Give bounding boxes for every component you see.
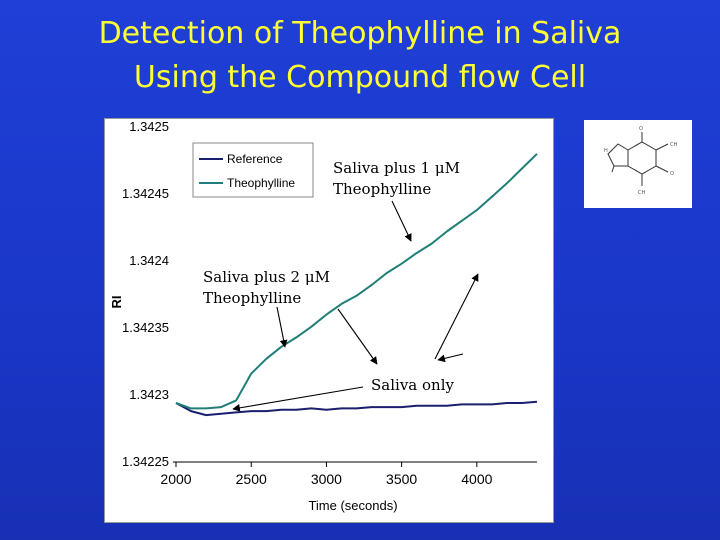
series-line-reference [175, 400, 538, 417]
x-axis-label: Time (seconds) [308, 498, 397, 513]
arrow-2uM-b [337, 308, 378, 365]
arrow-2uM-a [276, 306, 288, 348]
arrow-saliva-to-ref [232, 386, 364, 412]
y-tick-label: 1.34225 [122, 454, 169, 469]
arrow-saliva-main [434, 273, 479, 360]
annotation-2uM-line2: Theophylline [203, 289, 301, 307]
x-tick-label: 2000 [160, 471, 191, 487]
legend: Reference Theophylline [192, 142, 314, 198]
y-tick-label: 1.34245 [122, 186, 169, 201]
y-tick-label: 1.3424 [129, 253, 169, 268]
slide-title: Detection of Theophylline in Saliva Usin… [0, 12, 720, 100]
y-tick-label: 1.34235 [122, 320, 169, 335]
x-tick-label: 4000 [461, 471, 492, 487]
annotations: Saliva plus 1 μM Theophylline Saliva plu… [203, 159, 460, 394]
theophylline-structure-icon: O CH O CH H [604, 126, 677, 196]
y-tick-label: 1.3425 [129, 119, 169, 134]
legend-label-reference: Reference [227, 152, 283, 166]
y-axis-label: RI [109, 296, 124, 309]
molecule-structure-box: O CH O CH H [584, 120, 692, 208]
series-line-theophylline [175, 153, 538, 410]
annotation-saliva-only: Saliva only [371, 376, 454, 394]
legend-box [192, 142, 314, 198]
slide-title-line1: Detection of Theophylline in Saliva [98, 16, 622, 51]
y-tick-label: 1.3423 [129, 387, 169, 402]
svg-text:O: O [670, 171, 674, 177]
svg-text:CH: CH [638, 190, 645, 196]
svg-text:CH: CH [670, 142, 677, 148]
x-tick-label: 3000 [311, 471, 342, 487]
annotation-arrows [232, 200, 479, 412]
annotation-1uM-line1: Saliva plus 1 μM [333, 159, 460, 177]
x-tick-label: 2500 [236, 471, 267, 487]
line-chart: 1.342251.34231.342351.34241.342451.3425 … [109, 119, 538, 513]
annotation-1uM-line2: Theophylline [333, 180, 431, 198]
svg-text:O: O [639, 126, 643, 132]
svg-text:H: H [604, 148, 608, 154]
legend-label-theophylline: Theophylline [227, 176, 295, 190]
annotation-2uM-line1: Saliva plus 2 μM [203, 268, 330, 286]
chart-panel: 1.34225 1.3423 1.34235 1.3424 1.34245 1.3425 … [104, 118, 554, 523]
slide-title-line2: Using the Compound flow Cell [133, 60, 587, 95]
x-tick-label: 3500 [386, 471, 417, 487]
arrow-saliva-to-theo [437, 353, 464, 363]
arrow-1uM [391, 200, 412, 242]
